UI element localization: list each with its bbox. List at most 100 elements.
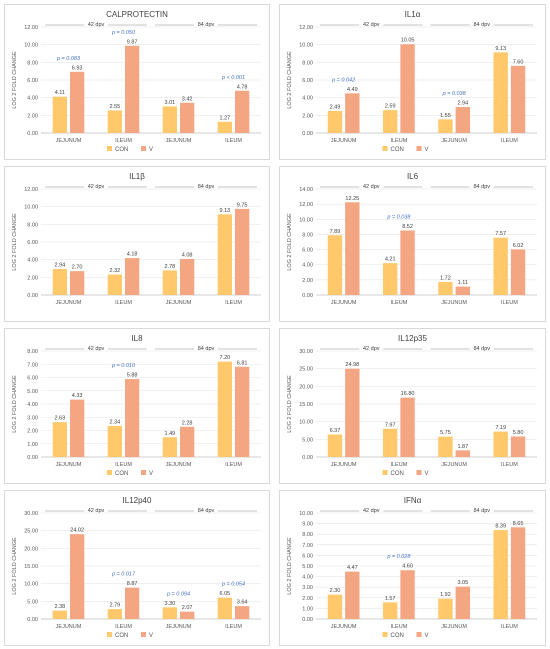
y-tick-label: 8.00 (302, 532, 313, 538)
chart-title: IL12p35 (398, 334, 427, 343)
y-tick-label: 2.00 (27, 429, 38, 435)
data-label: 1.49 (164, 431, 175, 437)
data-label: 1.87 (457, 444, 468, 450)
x-tick-label: ILEUM (225, 462, 242, 468)
data-label: 7.19 (495, 425, 506, 431)
chart-title: IL1α (405, 10, 421, 19)
p-value-label: p = 0.083 (56, 56, 81, 62)
legend-label: V (149, 633, 153, 639)
p-value-label: p = 0.017 (111, 572, 136, 578)
y-tick-label: 4.00 (302, 263, 313, 269)
data-label: 6.93 (72, 65, 83, 71)
y-axis-label: LOG 2 FOLD CHANGE (12, 537, 18, 595)
y-tick-label: 25.00 (24, 529, 38, 535)
legend-swatch-con (382, 146, 388, 151)
chart-title: IL12p40 (123, 496, 152, 505)
y-tick-label: 6.00 (302, 553, 313, 559)
x-tick-label: JEJUNUM (441, 462, 467, 468)
bar-con (162, 106, 177, 133)
x-tick-label: JEJUNUM (166, 300, 192, 306)
group-label: 42 dpv (363, 22, 380, 28)
bar-v (400, 230, 415, 295)
y-axis-label: LOG 2 FOLD CHANGE (287, 213, 293, 271)
x-tick-label: JEJUNUM (441, 300, 467, 306)
bar-con (52, 269, 67, 295)
bar-con (162, 437, 177, 457)
group-label: 42 dpv (363, 184, 380, 190)
group-label: 42 dpv (88, 508, 105, 514)
bar-v (70, 534, 85, 619)
y-tick-label: 9.00 (302, 522, 313, 528)
bar-con (217, 121, 232, 133)
data-label: 9.75 (237, 202, 248, 208)
data-label: 9.13 (495, 46, 506, 52)
data-label: 4.08 (182, 252, 193, 258)
bar-con (383, 428, 398, 457)
group-label: 84 dpv (473, 184, 490, 190)
legend-swatch-con (107, 146, 112, 151)
x-tick-label: ILEUM (225, 138, 242, 144)
bar-con (52, 96, 67, 133)
y-tick-label: 10.00 (299, 43, 313, 49)
data-label: 6.02 (513, 243, 524, 249)
y-tick-label: 8.00 (27, 349, 38, 355)
legend-swatch-con (107, 470, 112, 475)
ifna-chart-panel: IFNα LOG 2 FOLD CHANGE 0.00 1.00 2.00 3.00 4.0… (279, 490, 546, 646)
y-tick-label: 8.00 (27, 60, 38, 66)
group-label-bg (469, 182, 494, 188)
y-tick-label: 30.00 (299, 349, 313, 355)
bar-v (510, 249, 526, 295)
bar-con (327, 235, 343, 295)
group-label-bg (84, 20, 108, 26)
group-label-bg (469, 506, 494, 512)
p-value-label: p = 0.038 (442, 91, 467, 97)
legend-label: CON (391, 633, 404, 639)
x-tick-label: ILEUM (501, 462, 518, 468)
group-label: 84 dpv (473, 508, 490, 514)
data-label: 4.18 (127, 252, 138, 258)
p-value-label: p = 0.010 (111, 363, 136, 369)
chart-title: IL8 (131, 334, 143, 343)
y-tick-label: 0.00 (302, 131, 313, 137)
data-label: 24.98 (345, 362, 359, 368)
bar-con (493, 431, 508, 457)
y-tick-label: 1.00 (27, 442, 38, 448)
chart-svg: IL1α LOG 2 FOLD CHANGE 0.00 2.00 4.00 6.00 8.0… (287, 10, 537, 153)
data-label: 1.92 (440, 592, 451, 598)
group-label-bg (84, 344, 108, 350)
p-value-label: p = 0.094 (166, 591, 190, 597)
legend-swatch-v (416, 632, 422, 637)
data-label: 3.30 (164, 601, 175, 607)
y-tick-label: 5.00 (302, 437, 313, 443)
chart-svg: CALPROTECTIN LOG 2 FOLD CHANGE 0.00 2.00 4.0… (12, 10, 261, 153)
group-label: 84 dpv (198, 346, 215, 352)
y-tick-label: 10.00 (299, 420, 313, 426)
bar-v (125, 45, 140, 133)
data-label: 2.94 (54, 263, 65, 269)
y-tick-label: 4.00 (302, 575, 313, 581)
bar-v (455, 286, 470, 295)
bar-v (125, 379, 140, 457)
chart-svg: IL1β LOG 2 FOLD CHANGE 0.00 2.00 4.00 6.00 8.0… (12, 172, 261, 306)
chart-svg: IFNα LOG 2 FOLD CHANGE 0.00 1.00 2.00 3.00 4.0… (287, 496, 537, 639)
data-label: 16.80 (401, 391, 415, 397)
group-label-bg (194, 506, 218, 512)
y-axis-label: LOG 2 FOLD CHANGE (287, 375, 293, 433)
data-label: 2.79 (109, 603, 120, 609)
p-value-label: p = 0.054 (221, 582, 245, 588)
il1b-chart-panel: IL1β LOG 2 FOLD CHANGE 0.00 2.00 4.00 6.00 8.0… (4, 166, 270, 322)
bar-con (217, 597, 232, 619)
x-tick-label: JEJUNUM (331, 462, 357, 468)
bar-con (162, 607, 177, 619)
legend-label: CON (391, 471, 404, 477)
legend-label: CON (115, 471, 128, 477)
il12p35-chart-panel: IL12p35 LOG 2 FOLD CHANGE 0.00 5.00 10.00 15.… (279, 328, 546, 484)
data-label: 5.75 (440, 430, 451, 436)
y-tick-label: 6.00 (27, 78, 38, 84)
y-axis-label: LOG 2 FOLD CHANGE (12, 51, 18, 109)
data-label: 7.97 (385, 422, 396, 428)
data-label: 6.81 (237, 360, 248, 366)
x-tick-label: ILEUM (115, 462, 132, 468)
bar-v (455, 450, 470, 457)
bar-con (493, 237, 508, 295)
